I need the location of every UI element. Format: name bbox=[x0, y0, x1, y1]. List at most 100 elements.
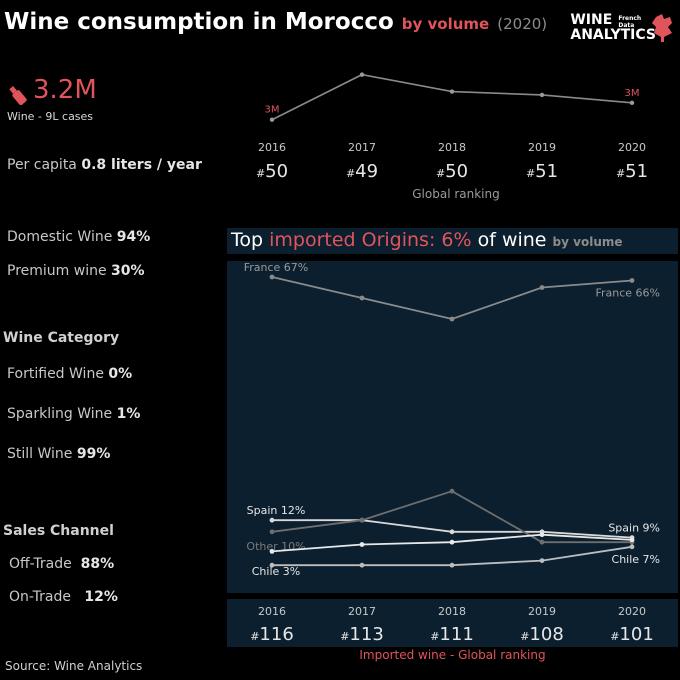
imports-ranking-row: 2016 #116 2017 #113 2018 #111 2019 #108 2020 #101 bbox=[250, 605, 654, 645]
france-line bbox=[271, 276, 633, 320]
import-year-tick-2016: 2016 bbox=[258, 605, 286, 618]
chile-end-label: Chile 7% bbox=[612, 553, 660, 566]
imports-line-chart: France 67%France 66%Spain 12%Spain 9%Oth… bbox=[244, 261, 660, 578]
volume-point-2018 bbox=[449, 89, 455, 94]
global-rank-2016: #50 bbox=[256, 161, 288, 182]
sparkling-value: 1% bbox=[116, 406, 141, 422]
on-trade-row: On-Trade 12% bbox=[9, 589, 118, 605]
volume-point-2016 bbox=[269, 117, 275, 122]
france-point-2018 bbox=[449, 316, 455, 322]
logo-sub: French Data bbox=[618, 15, 642, 29]
france-point-2016 bbox=[269, 274, 275, 280]
global-ranking-caption: Global ranking bbox=[412, 187, 500, 201]
spain-end-label: Spain 9% bbox=[608, 522, 660, 535]
title-main: Wine consumption in Morocco bbox=[4, 9, 394, 35]
chile-point-2019 bbox=[539, 558, 545, 563]
still-label: Still Wine bbox=[7, 446, 73, 462]
imports-title-b: imported Origins: 6% bbox=[269, 229, 472, 251]
import-rank-2018: #111 bbox=[430, 624, 474, 645]
volume-point-2019 bbox=[539, 92, 545, 98]
per-capita-value: 0.8 liters / year bbox=[81, 157, 202, 173]
imports-title-panel: Top imported Origins: 6% of wine by volu… bbox=[227, 228, 678, 254]
france-end-label: France 66% bbox=[595, 287, 660, 300]
series-4-point-2017 bbox=[359, 542, 365, 547]
chile-start-label: Chile 3% bbox=[252, 565, 300, 578]
other-point-2016 bbox=[269, 529, 275, 535]
series-4-point-2018 bbox=[449, 539, 455, 545]
import-year-tick-2018: 2018 bbox=[438, 605, 466, 618]
imports-ranking-caption: Imported wine - Global ranking bbox=[359, 648, 546, 662]
sparkling-label: Sparkling Wine bbox=[7, 406, 113, 422]
spain-start-label: Spain 12% bbox=[247, 504, 306, 517]
import-year-tick-2019: 2019 bbox=[528, 605, 556, 618]
volume-point-2017 bbox=[359, 72, 365, 77]
year-tick-2020: 2020 bbox=[618, 141, 646, 154]
import-rank-2020: #101 bbox=[610, 624, 654, 645]
volume-point-label-2020: 3M bbox=[625, 88, 640, 99]
wine-category-heading: Wine Category bbox=[3, 330, 120, 346]
fortified-row: Fortified Wine 0% bbox=[7, 366, 132, 382]
still-value: 99% bbox=[76, 446, 111, 462]
volume-label: Wine - 9L cases bbox=[7, 110, 94, 123]
domestic-value: 94% bbox=[116, 229, 151, 245]
on-trade-label: On-Trade bbox=[9, 589, 71, 605]
volume-point-label-2016: 3M bbox=[265, 105, 280, 116]
imports-title-a: Top bbox=[231, 229, 264, 251]
france-start-label: France 67% bbox=[244, 261, 309, 274]
fortified-label: Fortified Wine bbox=[7, 366, 104, 382]
global-rank-2020: #51 bbox=[616, 161, 648, 182]
fortified-value: 0% bbox=[108, 366, 133, 382]
import-rank-2019: #108 bbox=[520, 624, 564, 645]
premium-value: 30% bbox=[111, 263, 145, 279]
volume-line-chart: 3M 3M 2016 #50 2017 #49 2018 #50 2019 #51 2020 #51 G… bbox=[256, 72, 648, 201]
imports-title-c: of wine bbox=[477, 229, 547, 251]
series-4-point-2019 bbox=[539, 532, 545, 538]
volume-point-2020 bbox=[629, 100, 635, 106]
other-point-2018 bbox=[449, 488, 455, 494]
import-rank-2017: #113 bbox=[340, 624, 384, 645]
year-tick-2017: 2017 bbox=[348, 141, 376, 154]
domestic-share: Domestic Wine 94% bbox=[7, 229, 150, 245]
global-rank-2017: #49 bbox=[346, 161, 378, 182]
imports-chart-panel: France 67% France 66% Spain 12% Spain 9% Oth… bbox=[227, 261, 678, 593]
chile-point-2017 bbox=[359, 562, 365, 568]
import-year-tick-2020: 2020 bbox=[618, 605, 646, 618]
spain-line bbox=[272, 519, 633, 539]
domestic-label: Domestic Wine bbox=[7, 229, 113, 245]
sparkling-row: Sparkling Wine 1% bbox=[7, 406, 140, 422]
rooster-icon bbox=[652, 14, 673, 42]
wine-analytics-logo: WINE ANALYTICS French Data bbox=[570, 13, 673, 43]
year-tick-2019: 2019 bbox=[528, 141, 556, 154]
france-point-2017 bbox=[359, 295, 365, 301]
volume-value: 3.2M bbox=[33, 75, 97, 105]
france-point-2020 bbox=[629, 278, 635, 283]
chile-point-2018 bbox=[449, 562, 455, 568]
imports-title-d: by volume bbox=[552, 235, 623, 249]
title-measure: by volume bbox=[401, 15, 490, 33]
source-note: Source: Wine Analytics bbox=[5, 659, 143, 673]
title-year: (2020) bbox=[497, 15, 548, 33]
global-rank-2018: #50 bbox=[436, 161, 468, 182]
off-trade-value: 88% bbox=[80, 556, 115, 572]
logo-line-2: ANALYTICS bbox=[570, 27, 656, 43]
premium-label: Premium wine bbox=[7, 263, 107, 279]
france-point-2019 bbox=[539, 285, 545, 290]
sales-channel-heading: Sales Channel bbox=[3, 523, 114, 539]
chile-point-2016 bbox=[269, 562, 275, 568]
other-point-2019 bbox=[539, 539, 545, 545]
other-point-2017 bbox=[359, 517, 365, 523]
still-row: Still Wine 99% bbox=[7, 446, 110, 462]
on-trade-value: 12% bbox=[84, 589, 118, 605]
page-title: Wine consumption in Morocco by volume (2… bbox=[4, 9, 547, 35]
per-capita-label: Per capita bbox=[7, 157, 77, 173]
imports-ranking-panel: 2016 #116 2017 #113 2018 #111 2019 #108 2020 #101 bbox=[227, 599, 678, 647]
off-trade-row: Off-Trade 88% bbox=[9, 556, 114, 572]
spain-point-2016 bbox=[269, 517, 275, 523]
spain-point-2018 bbox=[449, 529, 455, 535]
series-4-point-2016 bbox=[269, 549, 275, 554]
import-rank-2016: #116 bbox=[250, 624, 294, 645]
import-year-tick-2017: 2017 bbox=[348, 605, 376, 618]
global-rank-2019: #51 bbox=[526, 161, 558, 182]
chile-line bbox=[272, 545, 633, 567]
premium-share: Premium wine 30% bbox=[7, 263, 145, 279]
